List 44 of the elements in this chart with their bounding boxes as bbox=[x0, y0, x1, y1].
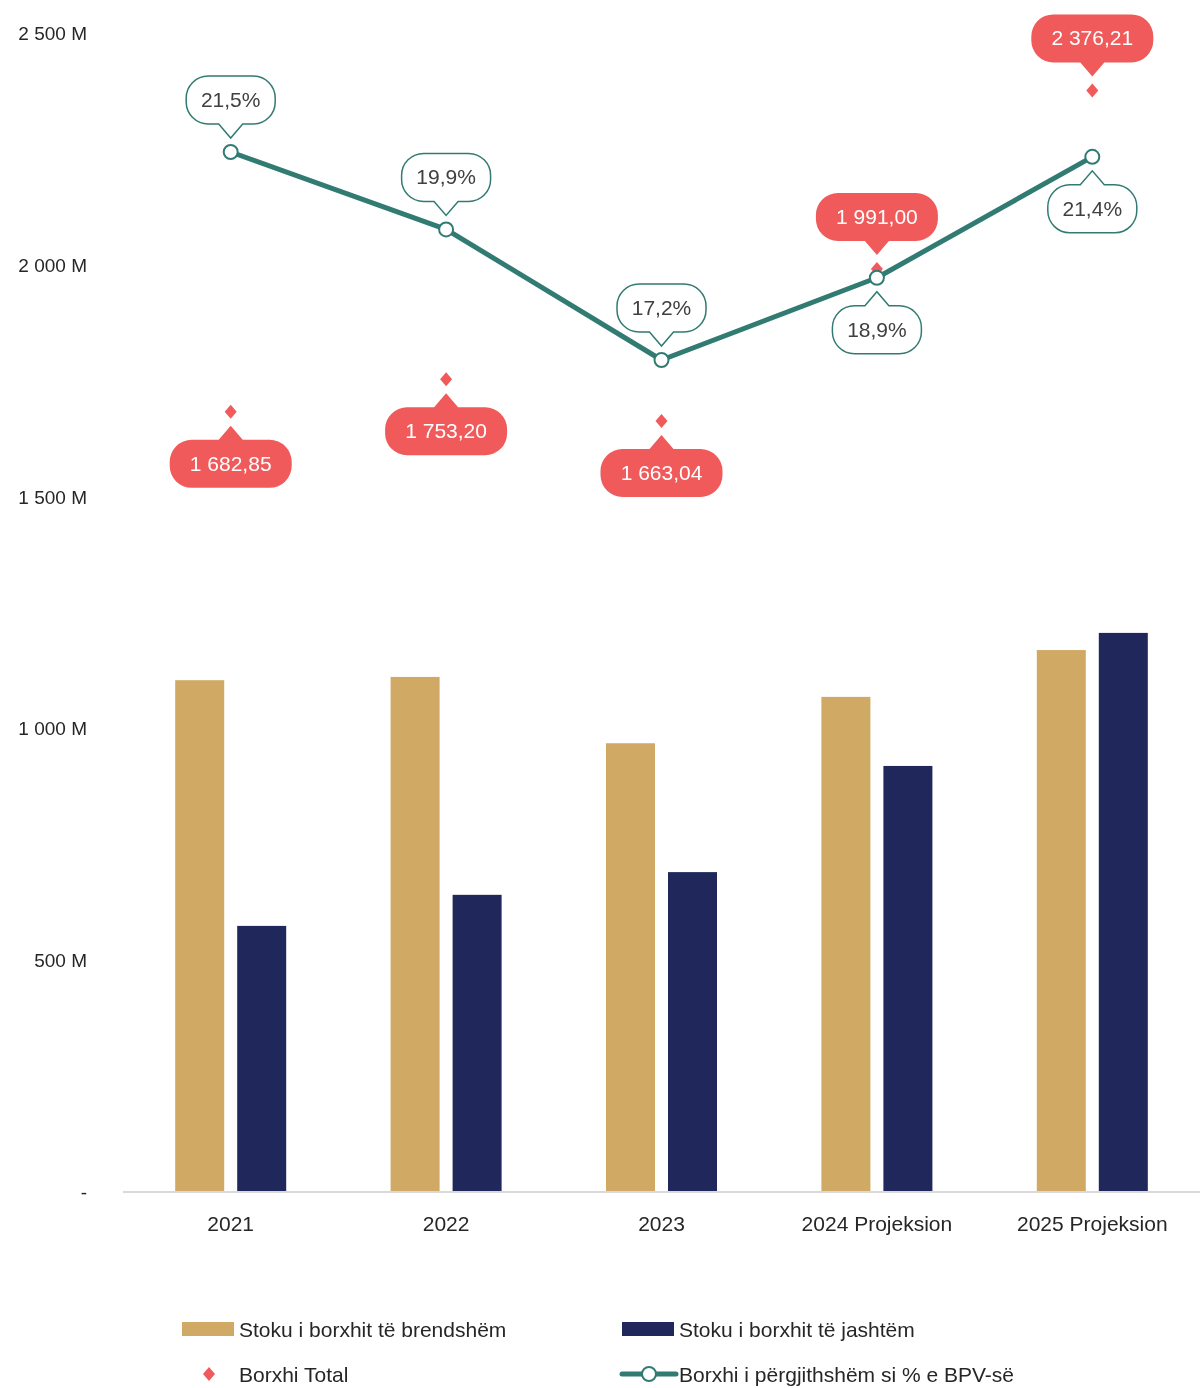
data-label: 1 663,04 bbox=[620, 461, 703, 485]
x-tick-label: 2023 bbox=[638, 1212, 685, 1235]
y-tick-label: 1 500 M bbox=[18, 486, 87, 508]
bar bbox=[237, 925, 287, 1192]
legend-label: Stoku i borxhit të brendshëm bbox=[239, 1318, 507, 1341]
point bbox=[440, 372, 453, 387]
bar bbox=[1098, 632, 1148, 1192]
y-tick-label: - bbox=[80, 1182, 87, 1203]
legend-label: Stoku i borxhit të jashtëm bbox=[679, 1318, 915, 1341]
data-label: 1 682,85 bbox=[189, 451, 272, 475]
data-label: 17,2% bbox=[631, 296, 692, 319]
legend-label: Borxhi Total bbox=[239, 1363, 349, 1386]
bar bbox=[390, 676, 440, 1192]
point bbox=[222, 144, 239, 160]
data-label: 2 376,21 bbox=[1051, 26, 1134, 50]
point bbox=[868, 269, 885, 286]
point bbox=[1086, 83, 1099, 98]
bar bbox=[606, 743, 655, 1192]
x-tick-label: 2025 Projeksion bbox=[1017, 1212, 1168, 1235]
x-tick-label: 2024 Projeksion bbox=[801, 1212, 953, 1235]
point bbox=[224, 404, 237, 419]
data-label: 21,4% bbox=[1062, 196, 1123, 220]
data-label: 1 991,00 bbox=[836, 204, 918, 228]
bar bbox=[668, 872, 717, 1192]
point bbox=[653, 352, 670, 368]
bar bbox=[1036, 650, 1086, 1192]
y-tick-label: 2 500 M bbox=[18, 23, 87, 44]
x-tick-label: 2021 bbox=[207, 1212, 255, 1235]
bar bbox=[883, 765, 933, 1192]
bar bbox=[175, 680, 225, 1192]
y-tick-label: 500 M bbox=[34, 950, 87, 972]
data-label: 21,5% bbox=[200, 88, 261, 111]
bar bbox=[452, 894, 502, 1192]
point bbox=[438, 221, 455, 238]
x-tick-label: 2022 bbox=[422, 1212, 470, 1235]
data-label: 18,9% bbox=[847, 317, 907, 341]
data-label: 19,9% bbox=[416, 165, 476, 189]
legend-label: Borxhi i përgjithshëm si % e BPV-së bbox=[679, 1363, 1014, 1386]
point bbox=[1084, 148, 1101, 165]
point bbox=[655, 414, 668, 429]
data-label: 1 753,20 bbox=[405, 419, 487, 443]
bar bbox=[821, 696, 871, 1192]
y-tick-label: 2 000 M bbox=[18, 254, 87, 276]
y-tick-label: 1 000 M bbox=[18, 718, 87, 740]
